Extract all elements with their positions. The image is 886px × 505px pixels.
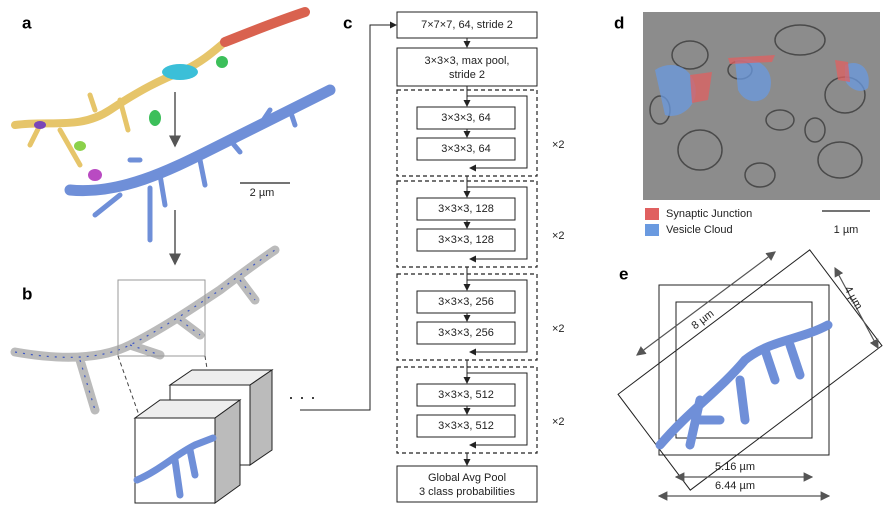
layer-label: Global Avg Pool	[428, 472, 506, 484]
panel-label: e	[619, 264, 628, 283]
dimension-arrow	[637, 252, 775, 355]
layer-label: 7×7×7, 64, stride 2	[421, 19, 513, 31]
scale-label: 2 µm	[250, 187, 275, 199]
dimension-label: 6.44 µm	[715, 480, 755, 492]
panel-label: a	[22, 13, 32, 32]
neuron-segment	[216, 56, 228, 68]
legend-label: Vesicle Cloud	[666, 224, 733, 236]
cube-face	[215, 400, 240, 503]
outer-crop	[659, 285, 829, 455]
repeat-label: ×2	[552, 230, 565, 242]
layer-label: stride 2	[449, 69, 485, 81]
panel-label: c	[343, 13, 352, 32]
neuron-segment	[15, 42, 225, 125]
network-diagram: 7×7×7, 64, stride 2 3×3×3, max pool, str…	[397, 12, 565, 502]
neuron-segment	[88, 169, 102, 181]
projection-line	[118, 356, 140, 418]
layer-label: 3×3×3, 256	[438, 327, 494, 339]
layer-label: 3×3×3, 256	[438, 296, 494, 308]
neuron-segment	[225, 12, 305, 42]
scale-label: 1 µm	[834, 224, 859, 236]
repeat-label: ×2	[552, 416, 565, 428]
arrow	[300, 25, 396, 410]
dimension-label: 4 µm	[842, 284, 865, 311]
cube	[135, 400, 240, 503]
cube-face	[250, 370, 272, 465]
layer-label: 3×3×3, 512	[438, 420, 494, 432]
layer-label: 3×3×3, 128	[438, 234, 494, 246]
em-image	[643, 12, 880, 200]
ellipsis: · · ·	[288, 387, 316, 407]
dendrite-shaft	[70, 90, 330, 191]
panel-label: b	[22, 284, 32, 303]
segmented-neuron	[15, 12, 305, 181]
layer-label: 3×3×3, 128	[438, 203, 494, 215]
dendrite-spine	[95, 110, 295, 240]
neuron-segment	[74, 141, 86, 151]
layer-label: 3×3×3, 512	[438, 389, 494, 401]
neuron-segment	[34, 121, 46, 129]
repeat-label: ×2	[552, 323, 565, 335]
repeat-label: ×2	[552, 139, 565, 151]
rotated-box	[618, 250, 882, 490]
legend-swatch	[645, 208, 659, 220]
figure: a 2 µm b · · · c 7×7×7, 64, stride 2 3×3…	[0, 0, 886, 505]
dimension-label: 5.16 µm	[715, 461, 755, 473]
layer-label: 3 class probabilities	[419, 486, 515, 498]
layer-label: 3×3×3, 64	[441, 143, 491, 155]
dimension-label: 8 µm	[689, 308, 716, 332]
neuron-segment	[149, 110, 161, 126]
layer-label: 3×3×3, 64	[441, 112, 491, 124]
dendrite	[660, 325, 828, 445]
neuron-segment	[162, 64, 198, 80]
rotated-crop	[618, 250, 882, 490]
layer-label: 3×3×3, max pool,	[424, 55, 509, 67]
panel-label: d	[614, 13, 624, 32]
legend-label: Synaptic Junction	[666, 208, 752, 220]
legend-swatch	[645, 224, 659, 236]
